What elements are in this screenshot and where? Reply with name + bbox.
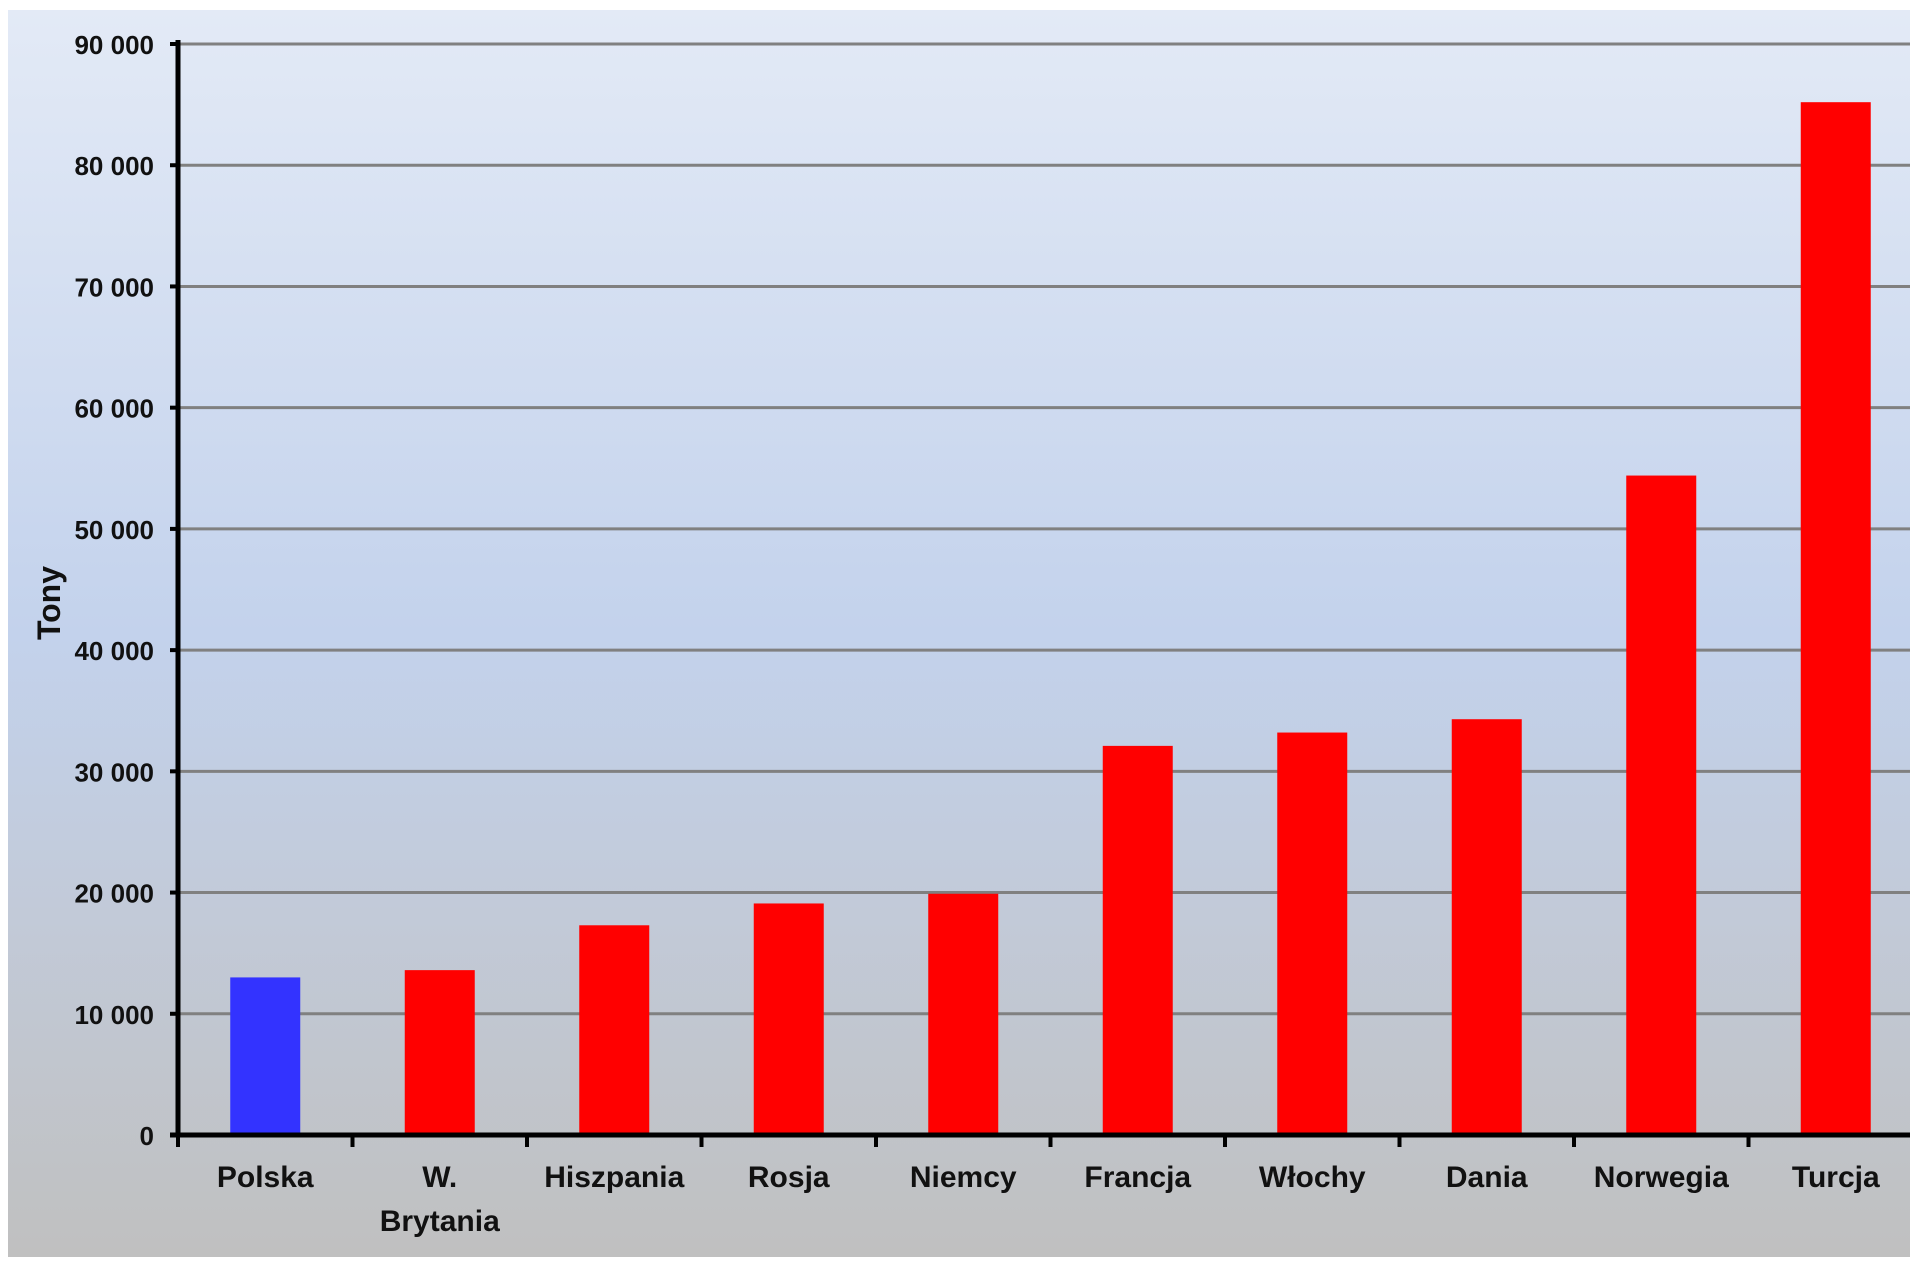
bar-w-brytania [404, 970, 475, 1135]
axes [170, 40, 1910, 1147]
bar-niemcy [928, 893, 999, 1135]
bar-rosja [753, 903, 824, 1135]
x-tick-label: Norwegia [1594, 1161, 1729, 1194]
x-tick-label: Polska [217, 1161, 314, 1194]
bar-hiszpania [579, 925, 650, 1135]
bar-polska [230, 977, 301, 1135]
x-tick-label: W. Brytania [380, 1161, 500, 1238]
x-tick-label: Włochy [1259, 1161, 1366, 1194]
y-tick-label: 90 000 [74, 30, 154, 60]
x-tick-labels: Polska W. Brytania Hiszpania Rosja Niemcy Fran… [217, 1161, 1880, 1238]
y-tick-label: 30 000 [74, 757, 154, 787]
x-tick-label: Francja [1084, 1161, 1191, 1194]
y-tick-label: 20 000 [74, 879, 154, 909]
bar-turcja [1800, 102, 1871, 1136]
bar-francja [1102, 745, 1173, 1135]
x-tick-label: Dania [1446, 1161, 1528, 1194]
x-tick-label: Hiszpania [544, 1161, 684, 1194]
y-tick-label: 0 [140, 1121, 154, 1151]
x-tick-label: Rosja [748, 1161, 830, 1194]
x-tick-label: Niemcy [910, 1161, 1017, 1194]
bar-norwegia [1626, 475, 1697, 1135]
bar-włochy [1277, 732, 1348, 1135]
y-tick-label: 40 000 [74, 636, 154, 666]
y-tick-labels: 0 10 000 20 000 30 000 40 000 50 000 60 000 70 … [74, 30, 154, 1151]
bars [230, 102, 1871, 1136]
x-tick-label: Turcja [1792, 1161, 1880, 1194]
y-tick-label: 80 000 [74, 151, 154, 181]
y-tick-label: 10 000 [74, 1000, 154, 1030]
y-tick-label: 60 000 [74, 394, 154, 424]
y-tick-label: 50 000 [74, 515, 154, 545]
y-tick-label: 70 000 [74, 272, 154, 302]
y-axis-label: Tony [31, 566, 67, 640]
bar-dania [1451, 719, 1522, 1135]
